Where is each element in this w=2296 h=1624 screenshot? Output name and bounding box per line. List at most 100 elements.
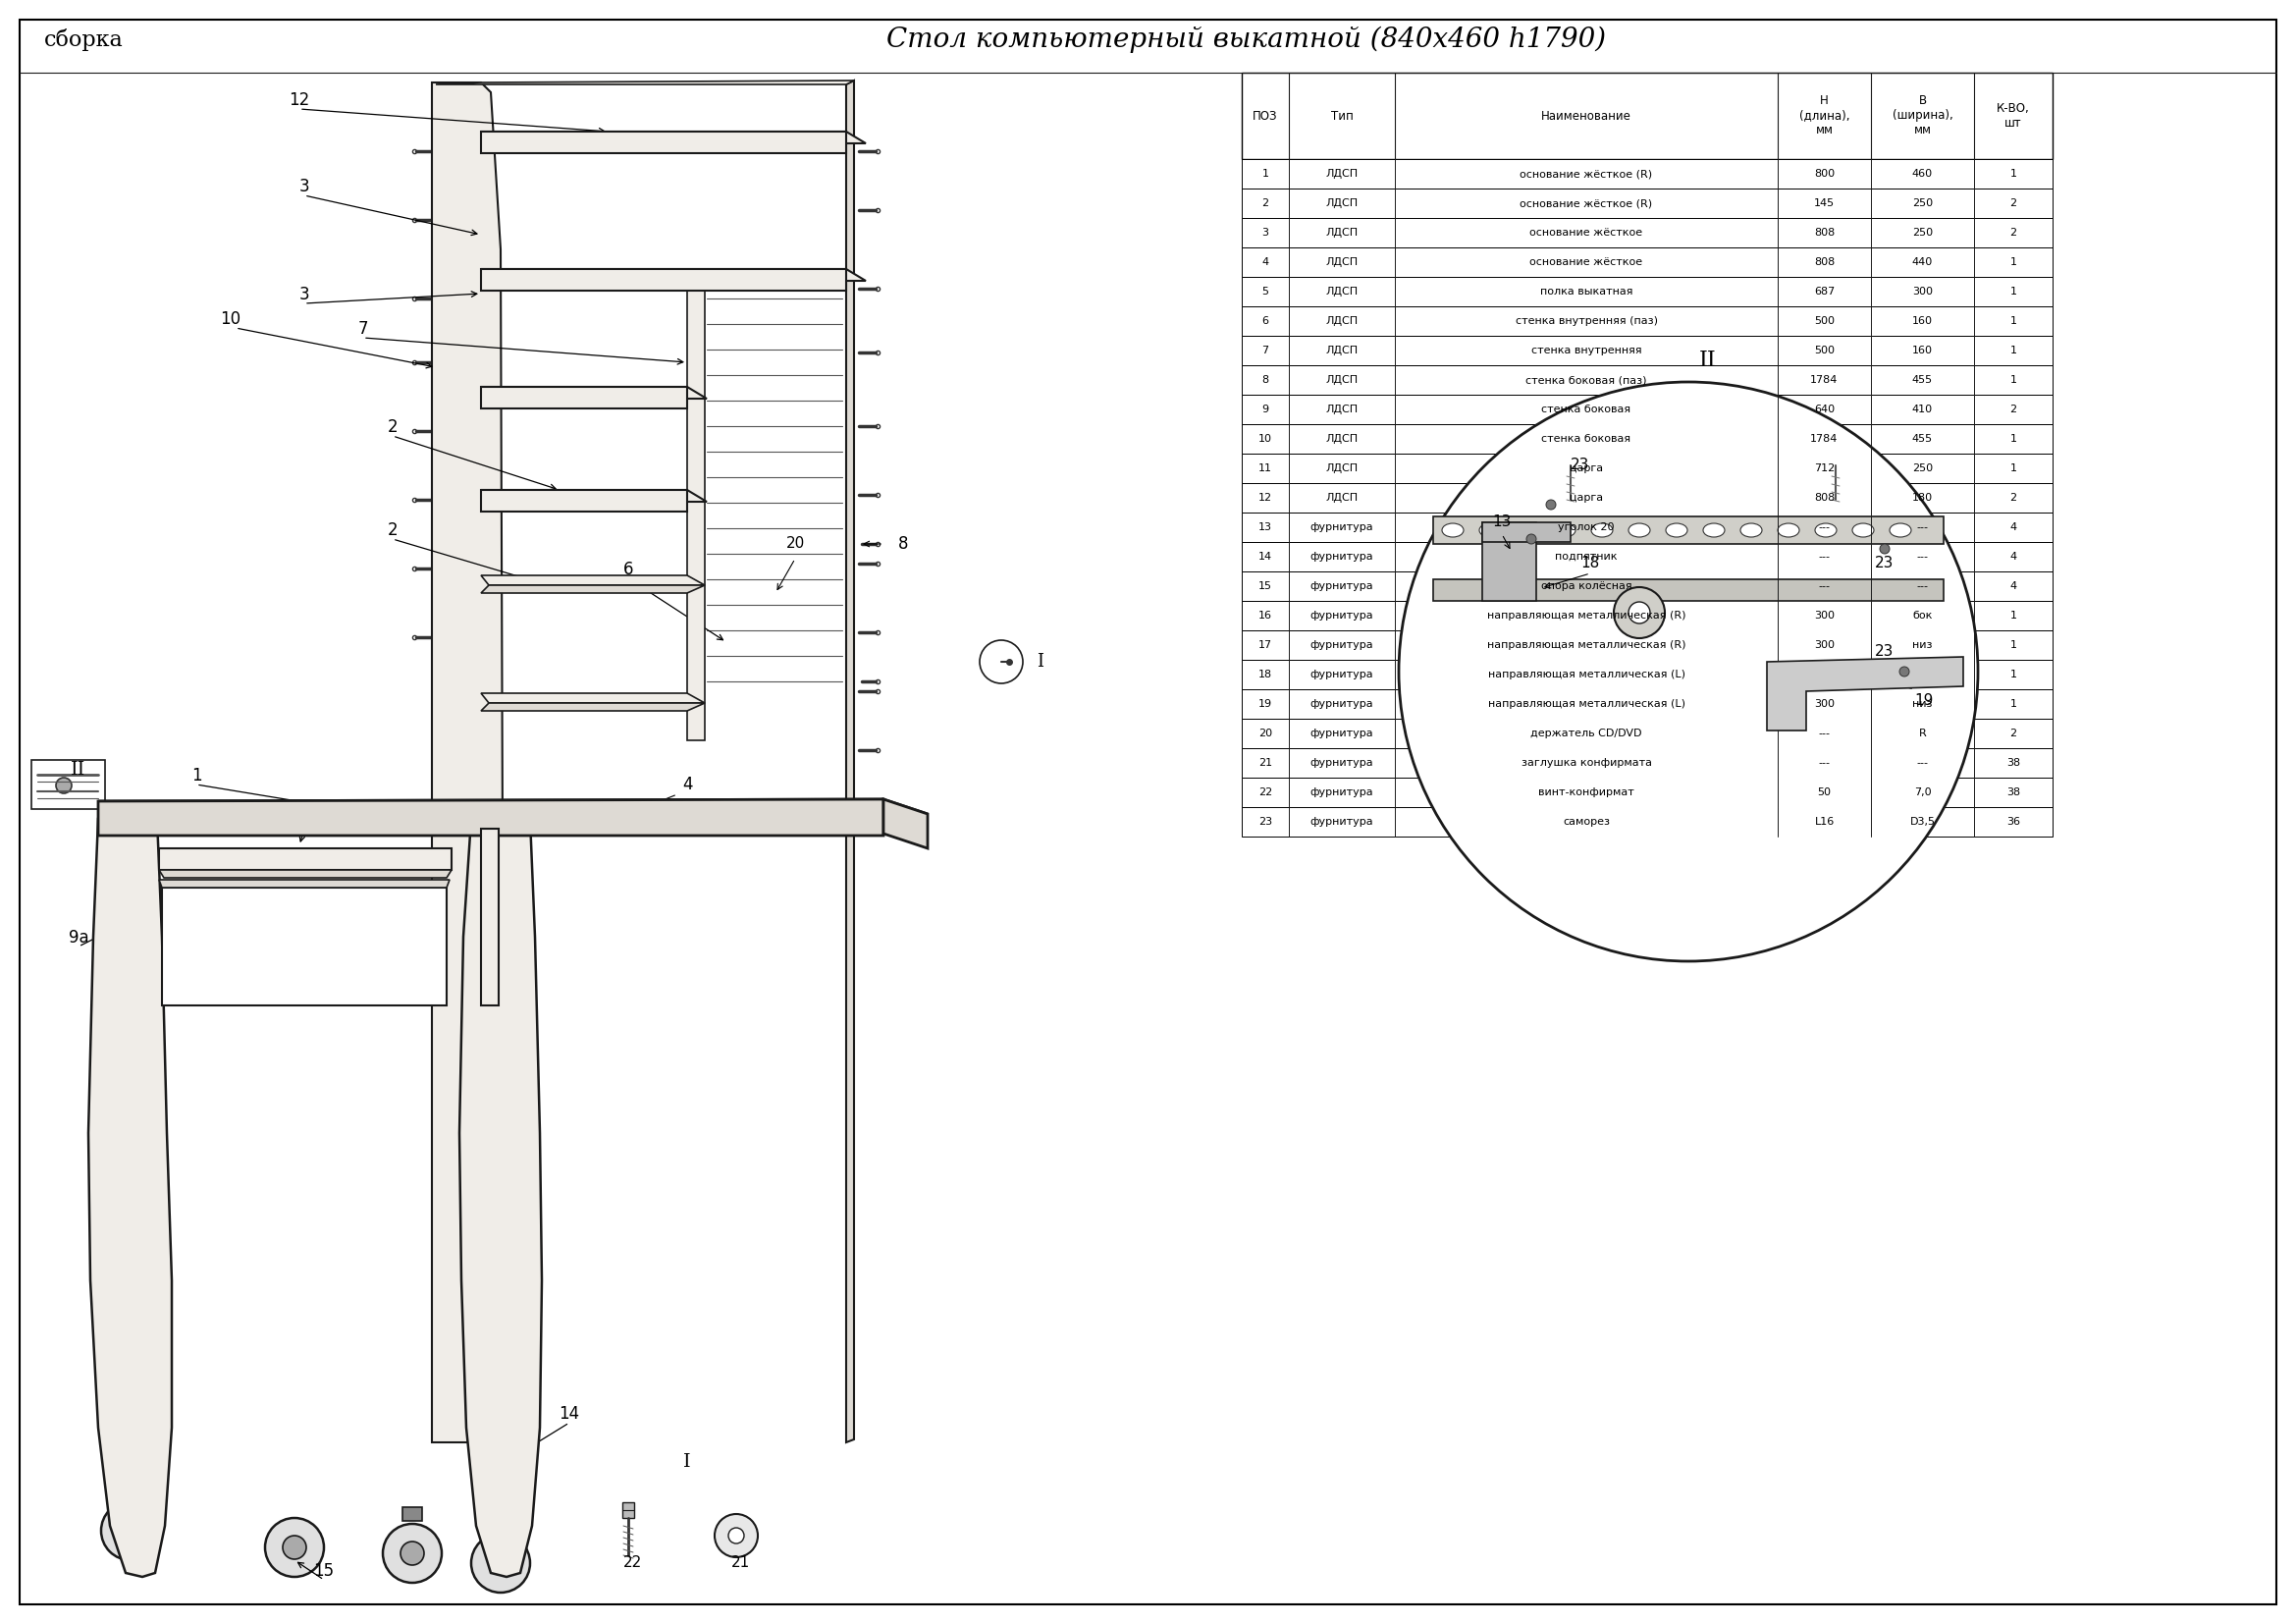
- Text: держатель CD/DVD: держатель CD/DVD: [1531, 729, 1642, 739]
- Text: К-ВО,
шт: К-ВО, шт: [1998, 102, 2030, 130]
- Bar: [1242, 689, 2053, 719]
- Text: 3: 3: [298, 286, 310, 304]
- Bar: [402, 1507, 422, 1522]
- Bar: [1242, 336, 2053, 365]
- Text: 1: 1: [2009, 169, 2016, 179]
- Text: фурнитура: фурнитура: [1311, 729, 1373, 739]
- Text: бок: бок: [1913, 669, 1933, 679]
- Text: ЛДСП: ЛДСП: [1325, 198, 1359, 208]
- Text: 6: 6: [1263, 317, 1270, 326]
- Text: II: II: [71, 762, 85, 778]
- Text: 1: 1: [2009, 287, 2016, 297]
- Text: 440: 440: [1913, 257, 1933, 266]
- Polygon shape: [480, 270, 847, 291]
- Bar: [1242, 395, 2053, 424]
- Circle shape: [119, 1518, 142, 1543]
- Polygon shape: [99, 799, 884, 836]
- Text: 14: 14: [558, 1405, 579, 1423]
- Circle shape: [714, 1514, 758, 1557]
- Text: 20: 20: [785, 536, 804, 551]
- Text: основание жёсткое: основание жёсткое: [1529, 227, 1644, 237]
- Text: направляющая металлическая (R): направляющая металлическая (R): [1488, 611, 1685, 620]
- Text: 21: 21: [1258, 758, 1272, 768]
- Circle shape: [1545, 500, 1557, 510]
- Text: D3,5: D3,5: [1910, 817, 1936, 827]
- Text: 410: 410: [1913, 404, 1933, 414]
- Polygon shape: [480, 387, 687, 409]
- Text: 1: 1: [1263, 169, 1270, 179]
- Text: 300: 300: [1814, 640, 1835, 650]
- Text: ЛДСП: ЛДСП: [1325, 317, 1359, 326]
- Text: 1: 1: [2009, 257, 2016, 266]
- Text: 38: 38: [2007, 788, 2020, 797]
- Ellipse shape: [1479, 523, 1502, 538]
- Polygon shape: [1768, 656, 1963, 731]
- Text: 1784: 1784: [1812, 434, 1839, 443]
- Text: II: II: [1699, 349, 1717, 372]
- Text: основание жёсткое (R): основание жёсткое (R): [1520, 169, 1653, 179]
- Text: 17: 17: [1258, 640, 1272, 650]
- Text: Тип: Тип: [1332, 109, 1352, 122]
- Bar: [1242, 365, 2053, 395]
- Circle shape: [289, 862, 301, 874]
- Bar: [1242, 601, 2053, 630]
- Text: саморез: саморез: [1564, 817, 1609, 827]
- Text: ---: ---: [1917, 758, 1929, 768]
- Bar: [1242, 247, 2053, 276]
- Polygon shape: [480, 585, 705, 593]
- Bar: [1242, 482, 2053, 513]
- Text: 640: 640: [1814, 404, 1835, 414]
- Text: фурнитура: фурнитура: [1311, 611, 1373, 620]
- Text: 23: 23: [1876, 645, 1894, 659]
- Ellipse shape: [1554, 523, 1575, 538]
- Ellipse shape: [1442, 523, 1463, 538]
- Bar: [122, 1483, 140, 1496]
- Text: 2: 2: [2009, 404, 2016, 414]
- Text: 4: 4: [2009, 523, 2016, 533]
- Text: 1: 1: [2009, 611, 2016, 620]
- Text: 9а: 9а: [69, 929, 90, 947]
- Text: фурнитура: фурнитура: [1311, 552, 1373, 562]
- Text: фурнитура: фурнитура: [1311, 581, 1373, 591]
- Text: 9б: 9б: [411, 919, 432, 937]
- Text: 14: 14: [1258, 552, 1272, 562]
- Text: основание жёсткое (R): основание жёсткое (R): [1520, 198, 1653, 208]
- Bar: [1483, 523, 1570, 542]
- Text: Н
(длина),
мм: Н (длина), мм: [1800, 94, 1851, 136]
- Circle shape: [1614, 588, 1665, 638]
- Text: фурнитура: фурнитура: [1311, 758, 1373, 768]
- Text: 7,0: 7,0: [1915, 788, 1931, 797]
- Text: винт-конфирмат: винт-конфирмат: [1538, 788, 1635, 797]
- Text: 1: 1: [2009, 640, 2016, 650]
- Text: стенка внутренняя (паз): стенка внутренняя (паз): [1515, 317, 1658, 326]
- Polygon shape: [687, 270, 705, 741]
- Text: 8: 8: [898, 536, 909, 552]
- Bar: [32, 760, 106, 809]
- Polygon shape: [480, 387, 707, 398]
- Text: 250: 250: [1913, 198, 1933, 208]
- Text: 1784: 1784: [1812, 375, 1839, 385]
- Text: 460: 460: [1913, 169, 1933, 179]
- Text: 300: 300: [1814, 698, 1835, 710]
- Polygon shape: [480, 132, 847, 153]
- Text: 7: 7: [1263, 346, 1270, 356]
- Text: низ: низ: [1913, 640, 1933, 650]
- Text: 2: 2: [2009, 494, 2016, 503]
- Text: ЛДСП: ЛДСП: [1325, 492, 1359, 503]
- Text: 2: 2: [1263, 198, 1270, 208]
- Text: полка выкатная: полка выкатная: [1541, 287, 1632, 297]
- Circle shape: [400, 1541, 425, 1566]
- Text: фурнитура: фурнитура: [1311, 788, 1373, 797]
- Bar: [1242, 424, 2053, 453]
- Text: 11: 11: [315, 901, 335, 919]
- Polygon shape: [432, 83, 503, 1442]
- Text: 180: 180: [1913, 494, 1933, 503]
- Text: 4: 4: [2009, 581, 2016, 591]
- Text: 1: 1: [2009, 317, 2016, 326]
- Ellipse shape: [1518, 523, 1538, 538]
- Polygon shape: [480, 693, 705, 703]
- Text: 7: 7: [358, 320, 367, 338]
- Polygon shape: [884, 799, 928, 848]
- Bar: [1242, 778, 2053, 807]
- Text: 20: 20: [1258, 729, 1272, 739]
